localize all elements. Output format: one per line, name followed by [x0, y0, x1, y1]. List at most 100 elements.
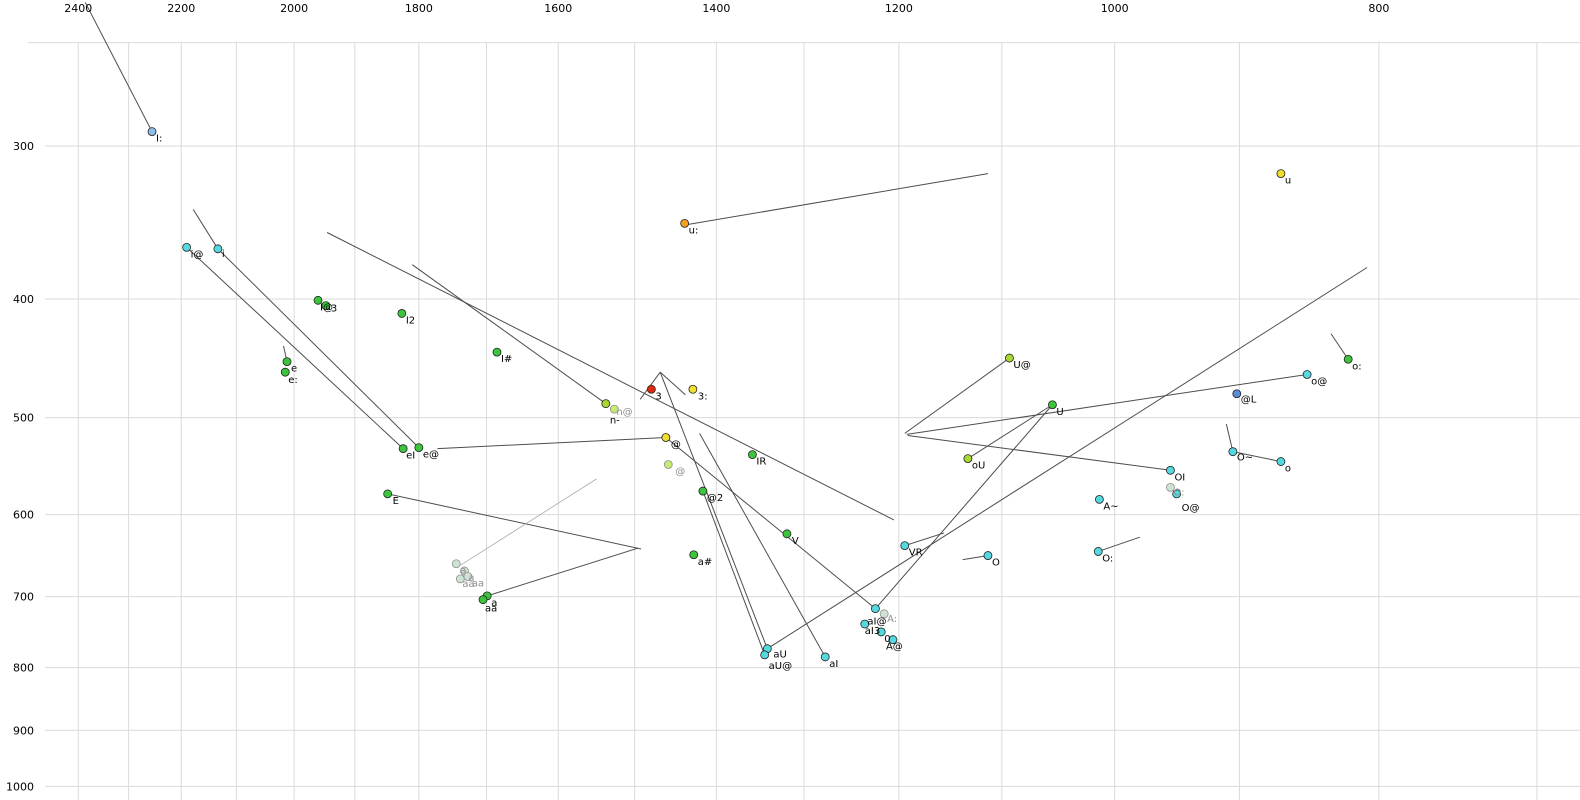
point-label-aI: aI [829, 659, 838, 670]
point-label-a#: a# [698, 557, 713, 568]
point-label-@L: @L [1241, 395, 1257, 406]
data-point-a [451, 559, 461, 569]
data-point-I2 [397, 309, 407, 318]
data-point-3 [321, 301, 331, 310]
point-label-n-: n- [610, 416, 620, 427]
data-point-u [1276, 169, 1286, 179]
data-point-aU@ [760, 650, 770, 660]
point-label-3: 3 [331, 304, 337, 315]
point-label-a: a [468, 573, 474, 584]
data-point-aI@ [871, 604, 880, 614]
point-label-e: e [291, 364, 297, 375]
data-point-e: [280, 367, 290, 377]
data-point-E [383, 489, 393, 499]
point-label-@2: @2 [707, 493, 723, 504]
data-point-u: [680, 218, 690, 228]
data-point-A: [879, 609, 889, 619]
point-label-V: V [792, 536, 799, 547]
point-label-@: @ [671, 440, 681, 451]
point-label-o: o [1285, 464, 1291, 475]
data-point-@ [663, 460, 673, 469]
point-label-O:: O: [1102, 553, 1113, 564]
trajectory-line [702, 490, 766, 656]
data-point-V [782, 529, 792, 539]
point-label-u:: u: [689, 225, 699, 236]
point-label-e@: e@ [423, 450, 439, 461]
trajectory-line [904, 532, 945, 547]
trajectory-line [906, 373, 1308, 435]
point-label-oU: oU [972, 461, 985, 472]
data-point-o: [1343, 354, 1353, 364]
trajectory-line [217, 248, 420, 449]
data-point-aI [820, 652, 830, 662]
data-point-I: [147, 127, 157, 136]
trajectory-line [665, 437, 876, 610]
data-point-A~ [1094, 494, 1104, 504]
point-label-I:: I: [156, 134, 162, 145]
trajectory-line [904, 357, 1010, 434]
data-point-a# [689, 550, 699, 560]
point-label-E: E [393, 496, 399, 507]
point-label-aU: aU [773, 650, 786, 661]
x-tick-label-1000: 1000 [1101, 2, 1129, 15]
trajectory-line [767, 267, 1368, 650]
point-label-A@: A@ [886, 642, 903, 653]
y-tick-label-300: 300 [13, 140, 34, 153]
point-label-aU@: aU@ [769, 661, 792, 672]
data-point-e@ [414, 443, 424, 453]
y-tick-label-700: 700 [13, 591, 34, 604]
point-label-eI: eI [406, 451, 415, 462]
point-label-A~: A~ [1103, 501, 1118, 512]
trajectory-line [1232, 451, 1282, 463]
data-point-I# [492, 347, 502, 357]
y-tick-label-500: 500 [13, 412, 34, 425]
point-label-VR: VR [909, 548, 923, 559]
data-point-@ [661, 433, 671, 442]
data-point-3: [688, 384, 698, 394]
point-label-i@: i@ [191, 249, 204, 260]
data-point-OI [1166, 465, 1175, 475]
point-label-e:: e: [288, 375, 298, 386]
point-label-i: i [222, 249, 225, 260]
trajectory-line [84, 2, 153, 132]
data-point-O~ [1228, 447, 1238, 457]
x-tick-label-2400: 2400 [64, 2, 92, 15]
trajectory-line [699, 433, 826, 658]
point-label-U@: U@ [1013, 360, 1030, 371]
x-tick-label-2000: 2000 [280, 2, 308, 15]
data-point-O [983, 551, 993, 560]
data-point-@2 [698, 486, 708, 496]
data-point-IR [748, 450, 757, 460]
data-point-U@ [1005, 353, 1014, 363]
trajectory-line [659, 371, 686, 396]
point-label-o@: o@ [1311, 376, 1327, 387]
x-tick-label-2200: 2200 [167, 2, 195, 15]
y-tick-label-400: 400 [13, 293, 34, 306]
point-label-aa: aa [462, 579, 474, 590]
point-label-3: 3 [655, 391, 661, 402]
point-label-a: a [460, 566, 466, 577]
x-tick-label-1600: 1600 [544, 2, 572, 15]
trajectory-line [460, 478, 597, 566]
point-label-O: O [992, 558, 1000, 569]
trajectory-line [875, 404, 1053, 609]
trajectory-line [967, 404, 1053, 460]
trajectory-line [907, 434, 1171, 471]
data-point-@L [1232, 389, 1242, 399]
data-point-U [1048, 400, 1057, 410]
trajectory-line [186, 246, 404, 450]
data-point-3 [646, 384, 656, 394]
trajectory-line [387, 493, 642, 550]
data-point-i@ [182, 242, 192, 252]
point-label-U: U [1056, 407, 1063, 418]
trajectory-line [659, 371, 768, 649]
x-tick-label-800: 800 [1368, 2, 1389, 15]
data-point-0 [876, 627, 886, 637]
y-tick-label-1000: 1000 [6, 780, 34, 793]
point-label-u: u [1285, 176, 1291, 187]
trajectory-line [326, 232, 895, 521]
trajectory-line [487, 547, 638, 597]
trajectory-line [192, 209, 219, 250]
point-label-I@: I@ [320, 302, 333, 313]
